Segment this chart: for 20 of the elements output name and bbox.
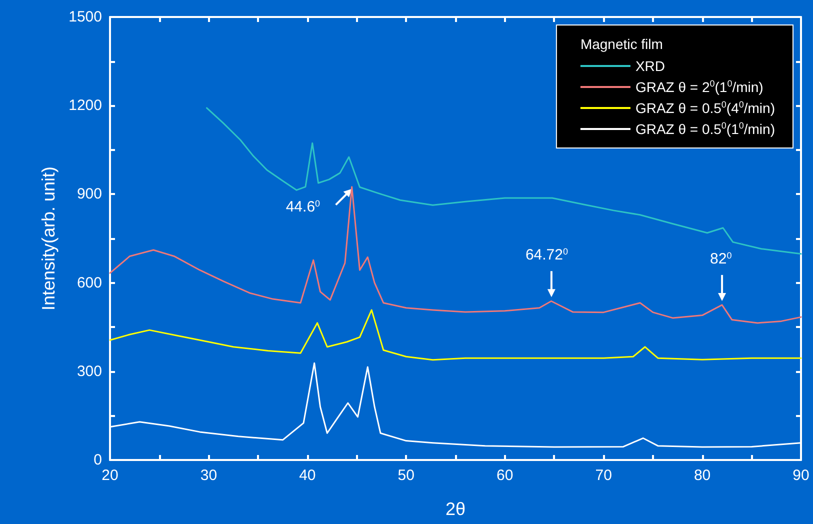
y-tick-label: 1500: [68, 8, 102, 26]
legend-title: Magnetic film: [580, 36, 663, 52]
y-tick-label: 0: [94, 452, 102, 468]
x-tick-label: 50: [398, 467, 414, 484]
y-axis-title: Intensity(arb. unit): [38, 166, 59, 311]
x-tick-label: 90: [792, 467, 810, 484]
y-tick-label: 300: [76, 362, 102, 380]
x-tick-label: 40: [299, 467, 316, 484]
line-series: [109, 186, 802, 324]
x-tick-label: 30: [200, 467, 218, 484]
x-tick-label: 70: [595, 467, 612, 484]
y-tick-label: 600: [76, 274, 102, 292]
x-tick-label: 80: [694, 467, 711, 484]
line-series: [109, 309, 802, 361]
y-tick-label: 900: [76, 186, 102, 203]
y-tick-label: 1200: [68, 97, 102, 114]
x-axis-title: 2θ: [445, 499, 466, 519]
x-tick-label: 20: [102, 467, 118, 484]
x-tick-label: 60: [496, 467, 514, 484]
legend-label: XRD: [635, 58, 666, 74]
